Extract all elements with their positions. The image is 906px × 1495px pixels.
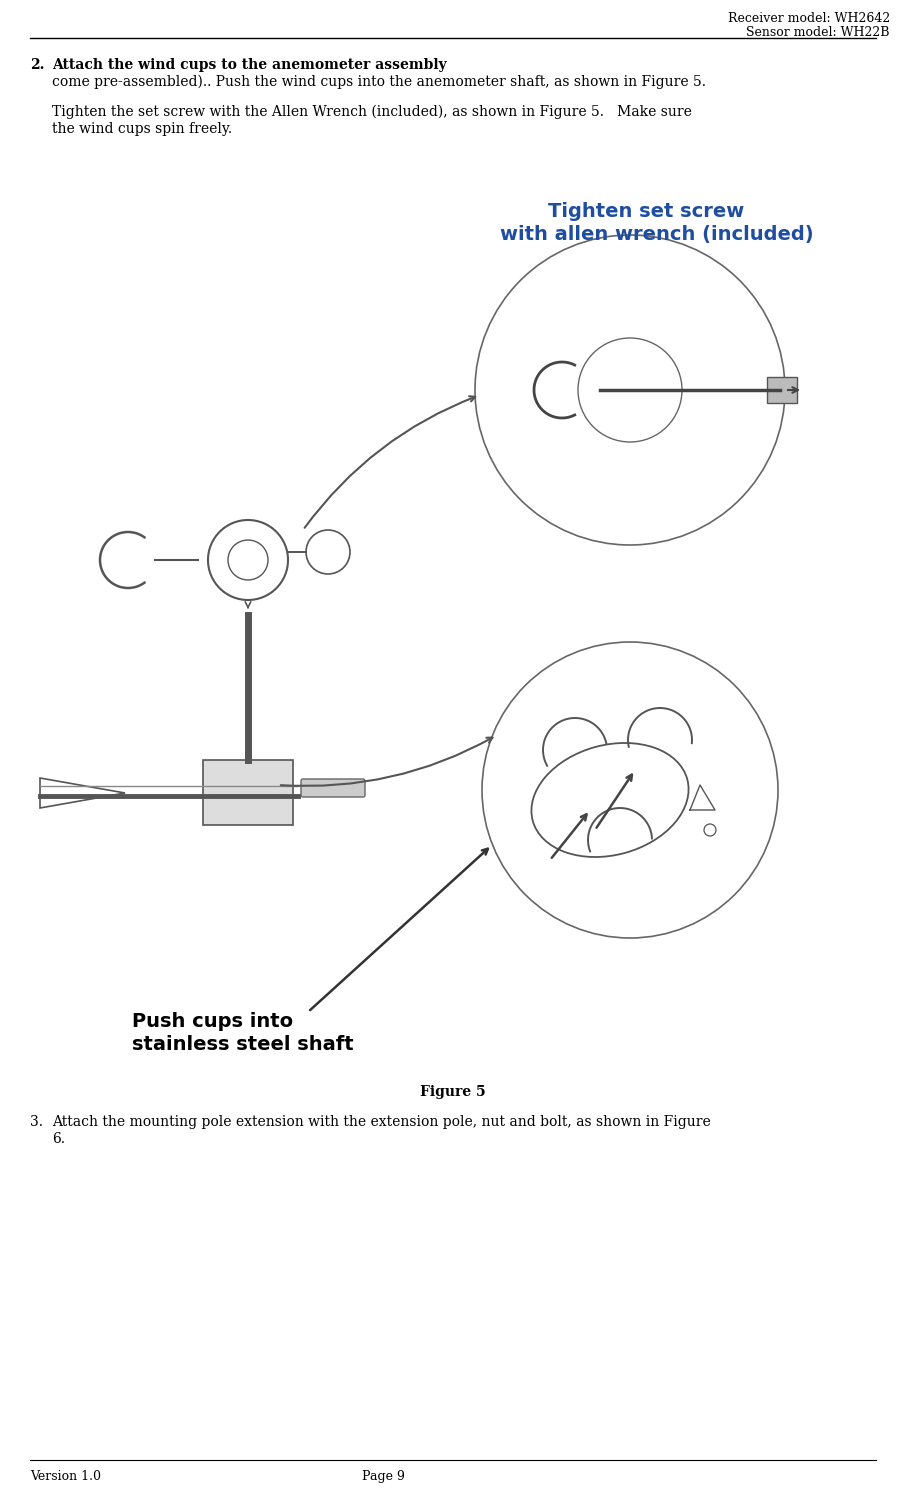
Text: 3.: 3. (30, 1115, 43, 1129)
Text: Receiver model: WH2642: Receiver model: WH2642 (728, 12, 890, 25)
Text: 2.: 2. (30, 58, 44, 72)
Text: 6.: 6. (52, 1132, 65, 1147)
Text: Figure 5: Figure 5 (420, 1085, 486, 1099)
FancyBboxPatch shape (203, 759, 293, 825)
Text: Attach the wind cups to the anemometer assembly: Attach the wind cups to the anemometer a… (52, 58, 447, 72)
FancyBboxPatch shape (301, 779, 365, 797)
Text: Tighten set screw: Tighten set screw (548, 202, 744, 221)
Text: the wind cups spin freely.: the wind cups spin freely. (52, 123, 232, 136)
Text: Push cups into: Push cups into (132, 1012, 294, 1032)
Text: Attach the mounting pole extension with the extension pole, nut and bolt, as sho: Attach the mounting pole extension with … (52, 1115, 710, 1129)
Text: Sensor model: WH22B: Sensor model: WH22B (747, 25, 890, 39)
Text: Page 9: Page 9 (361, 1470, 404, 1483)
Text: stainless steel shaft: stainless steel shaft (132, 1035, 353, 1054)
Text: with allen wrench (included): with allen wrench (included) (500, 226, 814, 244)
Text: Tighten the set screw with the Allen Wrench (included), as shown in Figure 5.   : Tighten the set screw with the Allen Wre… (52, 105, 692, 120)
Text: Version 1.0: Version 1.0 (30, 1470, 101, 1483)
Text: come pre-assembled).. Push the wind cups into the anemometer shaft, as shown in : come pre-assembled).. Push the wind cups… (52, 75, 706, 90)
FancyBboxPatch shape (767, 377, 797, 404)
